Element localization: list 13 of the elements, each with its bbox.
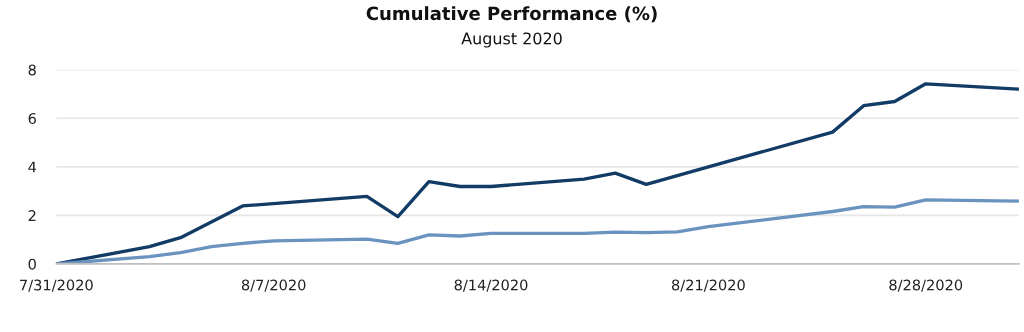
x-tick-label: 8/21/2020 — [671, 279, 745, 292]
x-tick-label: 8/14/2020 — [454, 279, 528, 292]
chart-subtitle: August 2020 — [461, 32, 562, 48]
x-tick-label: 8/7/2020 — [241, 279, 306, 292]
x-tick-label: 7/31/2020 — [20, 279, 93, 292]
y-tick-label: 2 — [28, 210, 36, 221]
y-tick-label: 0 — [28, 258, 36, 270]
y-tick-label: 8 — [28, 64, 36, 76]
line-series — [56, 198, 1019, 264]
chart-title: Cumulative Performance (%) — [366, 6, 657, 23]
y-tick-label: 6 — [28, 112, 36, 125]
y-tick-label: 4 — [28, 161, 37, 173]
x-tick-label: 8/28/2020 — [889, 279, 963, 292]
